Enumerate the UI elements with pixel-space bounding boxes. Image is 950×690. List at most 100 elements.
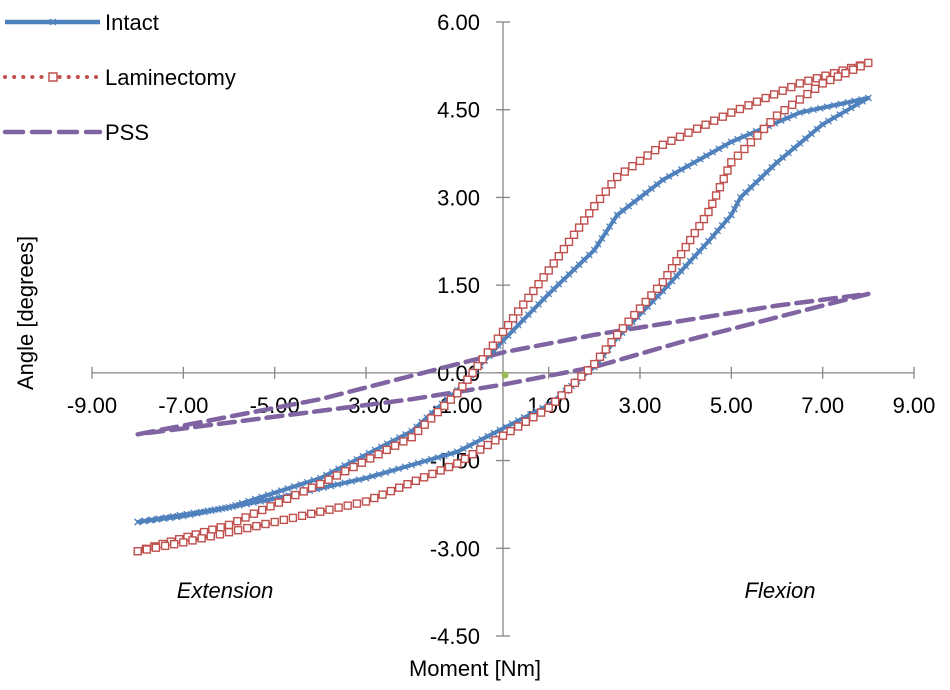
data-point-marker — [658, 278, 667, 287]
data-point-marker — [257, 497, 265, 505]
data-point-marker — [483, 348, 492, 357]
data-point-marker — [625, 202, 633, 210]
data-point-marker — [796, 109, 804, 117]
data-point-marker — [362, 474, 370, 482]
data-point-marker — [757, 173, 765, 181]
data-point-marker — [310, 476, 318, 484]
data-point-marker — [324, 475, 333, 484]
data-point-marker — [540, 295, 548, 303]
data-point-marker — [277, 487, 285, 495]
data-point-marker — [740, 133, 748, 141]
data-point-marker — [348, 477, 356, 485]
data-point-marker — [856, 62, 865, 71]
data-point-marker — [491, 436, 500, 445]
data-point-marker — [463, 375, 472, 384]
data-point-marker — [401, 463, 409, 471]
y-tick-label: 4.50 — [437, 98, 480, 123]
data-point-marker — [369, 472, 376, 480]
data-point-marker — [609, 217, 617, 225]
x-axis-ticks: -9.00-7.00-5.00-3.00-1.001.003.005.007.0… — [67, 366, 935, 418]
data-point-marker — [590, 359, 599, 369]
data-point-marker — [188, 536, 197, 545]
data-point-marker — [642, 189, 650, 197]
legend-item-laminectomy: Laminectomy — [3, 65, 236, 90]
data-point-marker — [529, 286, 538, 296]
data-point-marker — [325, 505, 334, 514]
data-point-marker — [539, 273, 548, 282]
data-point-marker — [555, 280, 563, 288]
data-point-marker — [466, 442, 473, 450]
data-point-marker — [493, 334, 503, 343]
data-point-marker — [341, 479, 349, 487]
data-point-marker — [334, 503, 343, 512]
legend: Intact Laminectomy PSS — [2, 10, 236, 145]
data-point-marker — [335, 465, 343, 473]
x-tick-label: 5.00 — [710, 393, 753, 418]
data-point-marker — [647, 291, 656, 300]
data-point-marker — [282, 494, 292, 503]
data-point-marker — [848, 65, 858, 75]
data-point-marker — [428, 469, 437, 479]
data-point-marker — [179, 512, 187, 520]
data-point-marker — [606, 223, 614, 231]
data-point-marker — [288, 513, 298, 523]
data-point-marker — [733, 199, 741, 207]
data-point-marker — [684, 162, 692, 170]
data-point-marker — [473, 361, 482, 371]
data-point-marker — [768, 163, 776, 171]
data-point-marker — [723, 166, 732, 175]
data-point-marker — [524, 293, 533, 302]
data-point-marker — [436, 466, 445, 475]
series-pss — [135, 291, 871, 437]
data-point-marker — [575, 261, 583, 269]
data-point-marker — [357, 458, 366, 467]
data-point-marker — [390, 441, 400, 450]
data-point-marker — [766, 117, 775, 127]
data-point-marker — [224, 528, 234, 537]
data-point-marker — [355, 476, 363, 484]
data-point-marker — [636, 193, 644, 201]
data-point-marker — [602, 229, 610, 236]
data-point-marker — [796, 139, 804, 147]
data-point-marker — [468, 450, 477, 459]
data-point-marker — [585, 209, 594, 218]
data-point-marker — [503, 320, 513, 330]
data-point-marker — [577, 372, 586, 381]
data-point-marker — [166, 514, 174, 522]
x-tick-label: -9.00 — [67, 393, 117, 418]
data-point-marker — [847, 104, 855, 112]
data-point-marker — [730, 205, 738, 213]
data-point-marker — [478, 355, 487, 364]
data-point-marker — [233, 517, 242, 526]
data-point-marker — [484, 432, 492, 440]
data-point-marker — [715, 182, 725, 192]
data-point-marker — [332, 471, 342, 480]
data-point-marker — [375, 470, 383, 478]
legend-label: PSS — [105, 120, 149, 145]
data-point-marker — [554, 251, 563, 261]
data-point-marker — [607, 338, 616, 347]
data-point-marker — [274, 498, 283, 507]
data-point-marker — [544, 403, 553, 413]
data-point-marker — [672, 257, 681, 266]
data-point-marker — [222, 504, 229, 512]
data-point-marker — [307, 509, 316, 518]
data-point-marker — [395, 465, 403, 473]
data-point-marker — [403, 480, 412, 489]
data-point-marker — [613, 211, 621, 219]
data-point-marker — [601, 345, 610, 354]
data-point-marker — [651, 145, 660, 155]
data-point-marker — [719, 174, 728, 184]
data-point-marker — [665, 172, 673, 180]
data-point-marker — [783, 114, 791, 122]
y-tick-label: 3.00 — [437, 185, 480, 210]
data-point-marker — [224, 520, 234, 530]
data-point-marker — [836, 111, 844, 118]
data-point-marker — [667, 136, 676, 146]
data-point-marker — [508, 314, 518, 323]
data-point-marker — [446, 395, 455, 404]
data-point-marker — [408, 461, 416, 469]
data-point-marker — [864, 58, 873, 68]
data-point-marker — [388, 467, 396, 475]
data-point-marker — [715, 145, 723, 153]
